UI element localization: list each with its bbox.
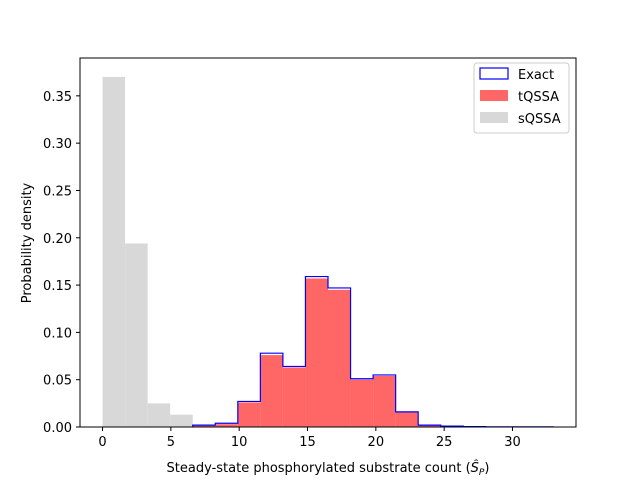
- bars-layer: [102, 76, 555, 428]
- sqssa-bar: [147, 403, 171, 427]
- sqssa-bar: [125, 243, 148, 427]
- legend: Exact tQSSA sQSSA: [473, 62, 570, 134]
- y-tick-label: 0.35: [43, 90, 72, 105]
- tqssa-bar: [237, 402, 261, 427]
- x-tick-label: 15: [299, 435, 316, 450]
- x-tick-label: 5: [167, 435, 175, 450]
- x-tick-label: 20: [368, 435, 385, 450]
- sqssa-bar: [170, 414, 193, 427]
- sqssa-bar: [102, 76, 126, 427]
- tqssa-bar: [260, 355, 283, 427]
- tqssa-legend-swatch: [480, 90, 508, 101]
- plot-frame: [79, 57, 577, 428]
- tqssa-bar: [373, 375, 396, 427]
- x-tick-label: 30: [504, 435, 521, 450]
- x-axis-label: Steady-state phosphorylated substrate co…: [167, 460, 490, 478]
- tqssa-bar: [328, 289, 351, 427]
- sqssa-legend-label: sQSSA: [518, 112, 561, 127]
- y-tick-label: 0.00: [43, 421, 72, 436]
- y-tick-label: 0.25: [43, 184, 72, 199]
- tqssa-bar: [192, 425, 216, 427]
- exact-legend-label: Exact: [518, 68, 554, 83]
- y-tick-label: 0.20: [43, 232, 72, 247]
- tqssa-legend-label: tQSSA: [518, 90, 559, 105]
- exact-legend-swatch: [479, 67, 509, 80]
- x-tick-label: 10: [231, 435, 248, 450]
- y-tick-label: 0.05: [43, 374, 72, 389]
- x-tick-label: 25: [436, 435, 453, 450]
- y-tick-label: 0.10: [43, 326, 72, 341]
- x-tick-label: 0: [98, 435, 106, 450]
- tqssa-bar: [418, 425, 441, 427]
- y-axis-label: Probability density: [20, 182, 35, 303]
- y-tick-label: 0.15: [43, 279, 72, 294]
- tqssa-bar: [305, 278, 328, 427]
- tqssa-bar: [350, 379, 374, 427]
- sqssa-legend-swatch: [480, 112, 508, 123]
- tqssa-bar: [215, 424, 238, 427]
- y-tick-label: 0.30: [43, 137, 72, 152]
- axes-layer: 0 5 10 15 20 25 30 0.00 0.05 0.10 0.15 0.20 0.25 0.30…: [43, 57, 577, 450]
- tqssa-bar: [395, 411, 419, 427]
- tqssa-bar: [282, 367, 306, 427]
